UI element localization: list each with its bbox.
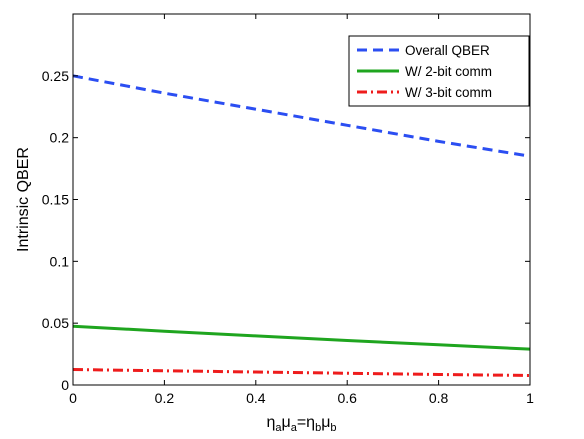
y-tick-label: 0.25 <box>42 68 69 84</box>
x-axis-label-part: =η <box>297 414 315 431</box>
x-axis-label-part: μ <box>321 414 330 431</box>
x-axis-label-subscript: a <box>291 422 298 434</box>
x-tick-label: 0.6 <box>337 390 357 406</box>
y-tick-label: 0 <box>61 377 69 393</box>
y-tick-label: 0.05 <box>42 315 69 331</box>
legend-label-2: W/ 2-bit comm <box>405 64 492 79</box>
series-line-3 <box>72 368 531 377</box>
y-axis-label: Intrinsic QBER <box>15 147 32 252</box>
x-axis-label-subscript: a <box>275 422 282 434</box>
x-axis-label-part: η <box>266 414 275 431</box>
x-tick-label: 0.2 <box>155 390 175 406</box>
x-axis-label-subscript: b <box>315 422 321 434</box>
x-tick-label: 0.4 <box>246 390 266 406</box>
legend-label-3: W/ 3-bit comm <box>405 85 492 100</box>
series-line-2 <box>72 324 531 351</box>
series-layer <box>72 74 531 377</box>
x-axis-label-subscript: b <box>330 422 336 434</box>
ticks-layer: 0 0.2 0.4 0.6 0.8 1 0 0.05 0.1 0.15 0.2 0.25 <box>42 14 534 406</box>
y-tick-label: 0.1 <box>50 253 70 269</box>
x-tick-label: 1 <box>526 390 534 406</box>
y-tick-label: 0.2 <box>50 130 70 146</box>
y-tick-label: 0.15 <box>42 192 69 208</box>
legend-label-1: Overall QBER <box>405 43 490 58</box>
x-axis-label-part: μ <box>281 414 290 431</box>
series-line-1 <box>72 74 531 158</box>
x-tick-label: 0.8 <box>429 390 449 406</box>
legend: Overall QBER W/ 2-bit comm W/ 3-bit comm <box>348 35 530 107</box>
x-axis-label: ηaμa=ηbμb <box>266 414 336 434</box>
x-tick-label: 0 <box>69 390 77 406</box>
